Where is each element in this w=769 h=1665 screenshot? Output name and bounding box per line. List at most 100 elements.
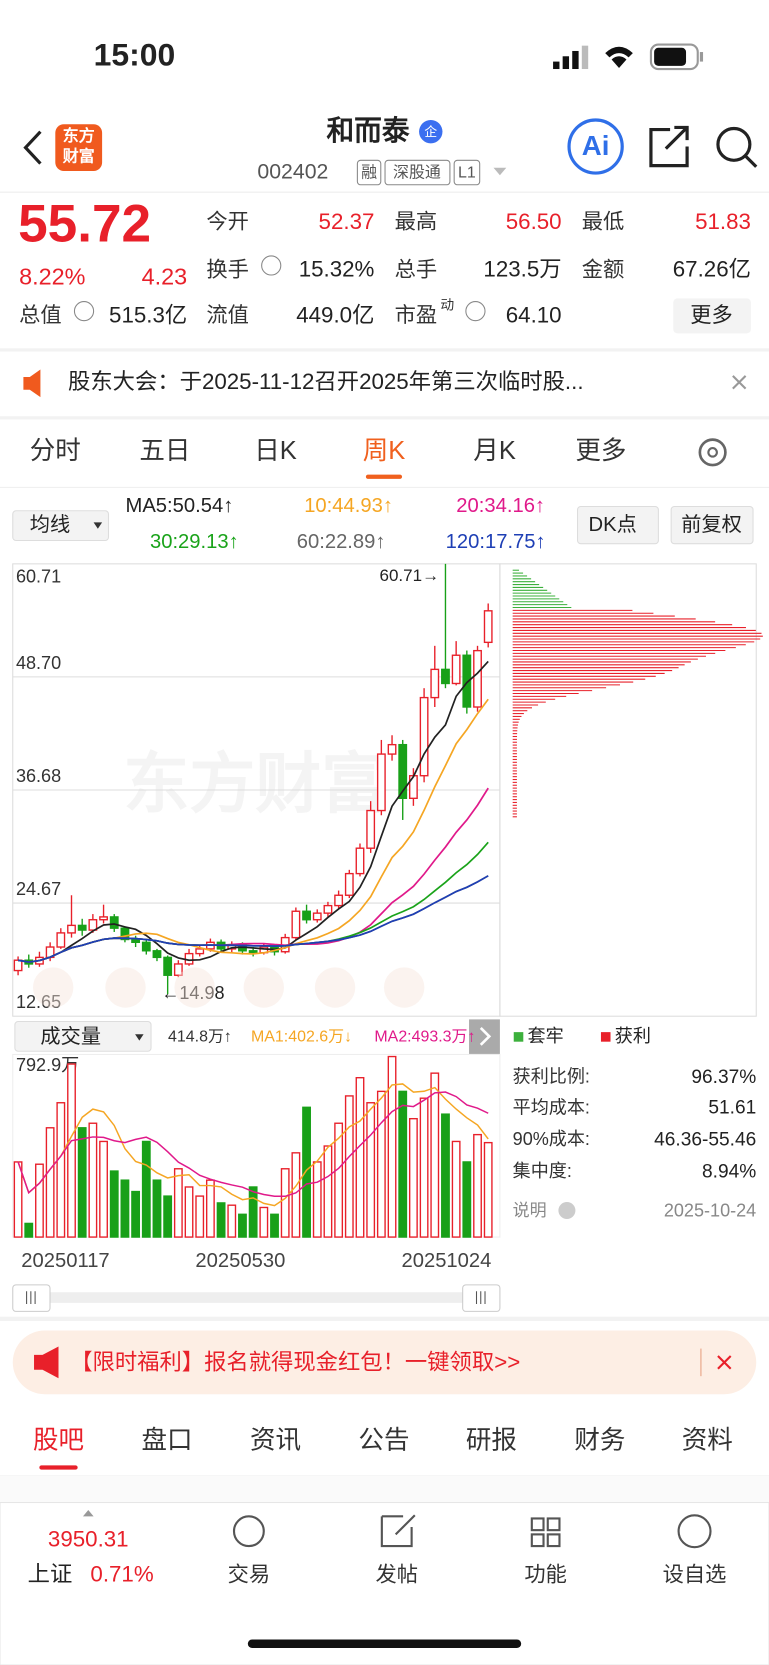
chart-nav-button[interactable] bbox=[243, 967, 284, 1008]
volume-bar bbox=[483, 1141, 493, 1238]
y-tick-label: 792.9万 bbox=[16, 1055, 79, 1075]
volume-bar bbox=[99, 1140, 108, 1238]
candle-body bbox=[184, 952, 194, 965]
ma-selector[interactable] bbox=[12, 510, 110, 542]
volume-bar bbox=[56, 1102, 66, 1238]
volume-selector[interactable] bbox=[14, 1020, 152, 1052]
more-button[interactable] bbox=[673, 298, 751, 334]
volume-bar bbox=[355, 1077, 365, 1238]
volume-current: 414.8万↑ bbox=[168, 1029, 232, 1046]
section-tab[interactable]: 财务 bbox=[574, 1427, 625, 1455]
candle-body bbox=[88, 919, 98, 931]
candle-body bbox=[13, 959, 23, 972]
adjust-label: 前复权 bbox=[681, 513, 742, 536]
x-label: 20251024 bbox=[401, 1250, 491, 1272]
tag: L1 bbox=[458, 164, 476, 181]
tab-bar-item[interactable]: 功能 bbox=[524, 1562, 567, 1586]
notice-text[interactable]: 股东大会：于2025-11-12召开2025年第三次临时股... bbox=[68, 369, 583, 394]
settings-icon[interactable] bbox=[698, 438, 727, 467]
volume-bar bbox=[227, 1204, 237, 1238]
period-tab[interactable]: 分时 bbox=[30, 437, 81, 465]
promo-banner[interactable] bbox=[12, 1330, 757, 1395]
candle-body bbox=[451, 654, 461, 685]
index-value[interactable]: 3950.31 bbox=[48, 1527, 129, 1552]
ai-button[interactable] bbox=[567, 118, 624, 175]
price: 55.72 bbox=[18, 194, 151, 253]
status-icons bbox=[553, 43, 704, 71]
share-button[interactable] bbox=[649, 125, 689, 168]
volume-bar bbox=[248, 1186, 258, 1238]
chip-note[interactable]: 说明 bbox=[513, 1201, 547, 1220]
info-icon bbox=[558, 1202, 576, 1220]
tab-bar-item[interactable]: 交易 bbox=[228, 1562, 271, 1586]
dropdown-arrow[interactable] bbox=[493, 167, 507, 176]
y-tick-label: 12.65 bbox=[16, 992, 61, 1012]
field-value: 15.32% bbox=[299, 257, 375, 282]
back-button[interactable] bbox=[23, 130, 42, 165]
badge bbox=[419, 119, 443, 144]
y-tick-label: 48.70 bbox=[16, 653, 61, 673]
volume-bar bbox=[270, 1213, 279, 1238]
chart-nav-button[interactable] bbox=[383, 967, 425, 1008]
min-label: ←14.98 bbox=[161, 983, 224, 1003]
tab-bar-item[interactable]: 发帖 bbox=[375, 1562, 418, 1586]
adjust-button[interactable] bbox=[670, 505, 754, 545]
candle-body bbox=[56, 932, 66, 948]
section-tab[interactable]: 公告 bbox=[358, 1427, 409, 1455]
stat-value: 51.61 bbox=[708, 1098, 756, 1119]
field-sup: 动 bbox=[440, 296, 454, 312]
volume-bar bbox=[398, 1090, 408, 1238]
close-banner[interactable] bbox=[717, 1355, 732, 1370]
candle-body bbox=[109, 916, 119, 929]
volume-bar bbox=[173, 1168, 183, 1238]
volume-bar bbox=[77, 1127, 87, 1238]
period-tab[interactable]: 五日 bbox=[139, 437, 190, 465]
candle-body bbox=[387, 743, 397, 755]
ma-line bbox=[17, 875, 489, 963]
period-tab[interactable]: 日K bbox=[254, 437, 297, 465]
period-tab[interactable]: 月K bbox=[473, 437, 516, 465]
section-tab[interactable]: 资料 bbox=[682, 1427, 733, 1455]
candle-body bbox=[131, 938, 141, 944]
stat-label: 平均成本: bbox=[513, 1097, 590, 1117]
ma-legend: 10:44.93↑ bbox=[304, 495, 393, 517]
candle-body bbox=[473, 649, 482, 708]
x-label: 20250530 bbox=[195, 1250, 285, 1272]
volume-bar bbox=[35, 1163, 44, 1238]
y-tick-label: 24.67 bbox=[16, 879, 61, 899]
range-slider[interactable] bbox=[12, 1284, 501, 1312]
ma-line bbox=[17, 660, 489, 963]
tab-bar-item[interactable]: 设自选 bbox=[663, 1562, 727, 1586]
period-tab[interactable]: 周K bbox=[363, 437, 406, 465]
section-tab[interactable]: 股吧 bbox=[33, 1427, 84, 1455]
divider bbox=[0, 416, 769, 420]
section-tab[interactable]: 研报 bbox=[466, 1427, 517, 1455]
field-value: 64.10 bbox=[506, 302, 562, 327]
candle-body bbox=[67, 924, 76, 934]
expand-button[interactable] bbox=[469, 1019, 500, 1055]
dk-button[interactable] bbox=[577, 505, 659, 545]
dk-label: DK点 bbox=[589, 513, 637, 536]
section-tab[interactable]: 盘口 bbox=[141, 1427, 192, 1455]
close-notice[interactable] bbox=[732, 375, 747, 390]
candle-body bbox=[419, 696, 429, 777]
search-button[interactable] bbox=[716, 126, 758, 168]
logo-text: 财富 bbox=[63, 146, 95, 165]
chart-nav-button[interactable] bbox=[314, 967, 356, 1008]
home-indicator bbox=[247, 1639, 522, 1649]
volume-bar bbox=[195, 1195, 205, 1238]
max-label: 60.71→ bbox=[379, 566, 439, 585]
candle-body bbox=[441, 668, 450, 685]
candle-body bbox=[462, 654, 472, 708]
field-label: 总值 bbox=[19, 303, 62, 327]
section-tab[interactable]: 资讯 bbox=[250, 1427, 301, 1455]
candle-body bbox=[291, 910, 301, 939]
period-tab[interactable]: 更多 bbox=[575, 437, 626, 465]
volume-bar bbox=[376, 1090, 386, 1238]
chart-nav-button[interactable] bbox=[174, 967, 215, 1008]
chart-nav-button[interactable] bbox=[32, 967, 74, 1008]
volume-bar bbox=[441, 1113, 450, 1238]
chart-nav-button[interactable] bbox=[105, 967, 146, 1008]
volume-bar bbox=[462, 1161, 472, 1238]
index-arrow bbox=[82, 1509, 94, 1517]
